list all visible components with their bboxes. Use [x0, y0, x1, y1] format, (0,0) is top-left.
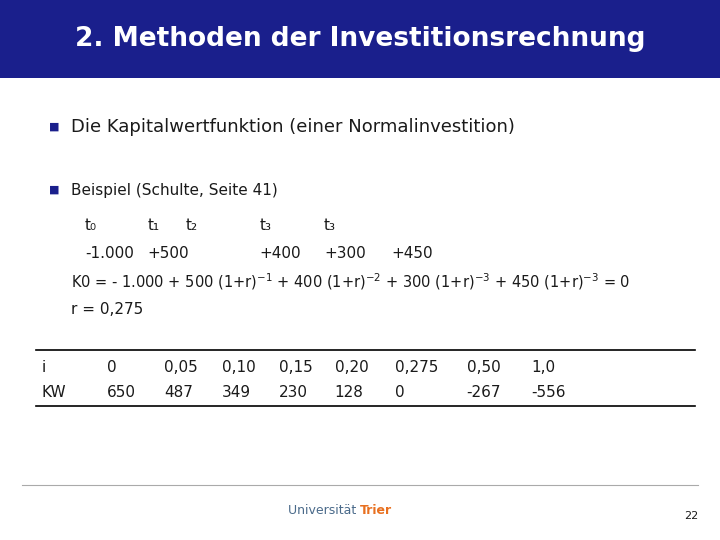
- Text: t₀: t₀: [85, 218, 97, 233]
- Text: +500: +500: [148, 246, 189, 261]
- Text: t₃: t₃: [259, 218, 271, 233]
- Text: 2. Methoden der Investitionsrechnung: 2. Methoden der Investitionsrechnung: [75, 26, 645, 52]
- Text: -267: -267: [467, 384, 501, 400]
- Text: Universität: Universität: [288, 504, 360, 517]
- Text: ■: ■: [49, 122, 60, 132]
- Text: 0,05: 0,05: [164, 360, 198, 375]
- Text: -556: -556: [531, 384, 566, 400]
- Text: 0,20: 0,20: [335, 360, 369, 375]
- Text: Trier: Trier: [360, 504, 392, 517]
- Text: t₂: t₂: [186, 218, 198, 233]
- Text: 650: 650: [107, 384, 135, 400]
- Text: ■: ■: [49, 185, 60, 195]
- Text: +300: +300: [324, 246, 366, 261]
- Text: Beispiel (Schulte, Seite 41): Beispiel (Schulte, Seite 41): [71, 183, 277, 198]
- Text: 487: 487: [164, 384, 193, 400]
- Text: -1.000: -1.000: [85, 246, 134, 261]
- Text: +400: +400: [259, 246, 301, 261]
- Text: 0,10: 0,10: [222, 360, 256, 375]
- Text: 128: 128: [335, 384, 364, 400]
- Text: KW: KW: [42, 384, 66, 400]
- Text: 0,15: 0,15: [279, 360, 313, 375]
- Text: 0,50: 0,50: [467, 360, 500, 375]
- Text: 0: 0: [395, 384, 404, 400]
- Text: t₁: t₁: [148, 218, 160, 233]
- Text: 22: 22: [684, 511, 698, 521]
- Text: +450: +450: [391, 246, 433, 261]
- Text: r = 0,275: r = 0,275: [71, 302, 143, 317]
- Text: 1,0: 1,0: [531, 360, 556, 375]
- Text: t₃: t₃: [324, 218, 336, 233]
- Text: 349: 349: [222, 384, 251, 400]
- Text: Die Kapitalwertfunktion (einer Normalinvestition): Die Kapitalwertfunktion (einer Normalinv…: [71, 118, 514, 136]
- Text: 0: 0: [107, 360, 116, 375]
- Text: i: i: [42, 360, 46, 375]
- Text: K0 = - 1.000 + 500 (1+r)$^{-1}$ + 400 (1+r)$^{-2}$ + 300 (1+r)$^{-3}$ + 450 (1+r: K0 = - 1.000 + 500 (1+r)$^{-1}$ + 400 (1…: [71, 272, 630, 292]
- Text: 230: 230: [279, 384, 308, 400]
- Text: 0,275: 0,275: [395, 360, 438, 375]
